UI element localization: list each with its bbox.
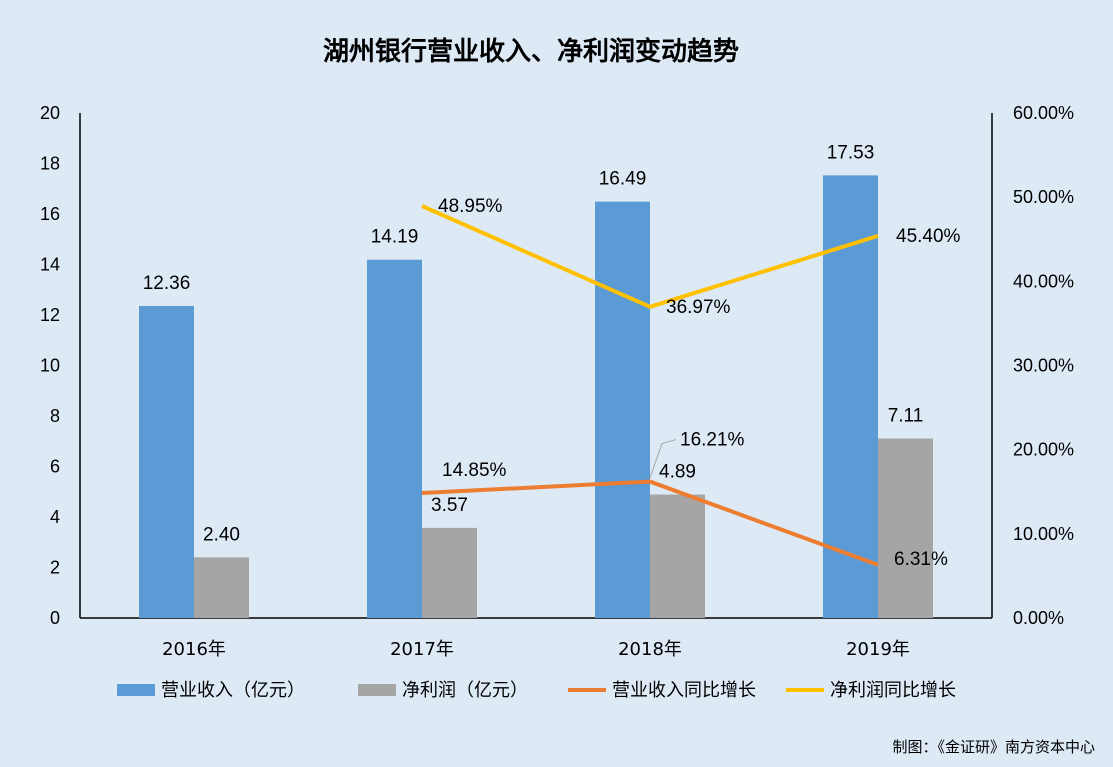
left-tick-label: 20 <box>40 103 60 123</box>
bar-data-label: 2.40 <box>203 524 240 545</box>
category-label: 2018年 <box>618 639 682 660</box>
left-tick-label: 8 <box>50 406 60 426</box>
bar <box>878 438 933 618</box>
chart-title: 湖州银行营业收入、净利润变动趋势 <box>323 36 739 67</box>
leader-line <box>649 439 677 478</box>
right-tick-label: 0.00% <box>1013 608 1064 628</box>
legend: 营业收入（亿元） 净利润（亿元） 营业收入同比增长 净利润同比增长 <box>117 680 956 701</box>
legend-label: 营业收入同比增长 <box>612 680 756 701</box>
axes: 0 2 4 6 8 10 12 14 16 18 20 0.00% 10.00% 20.00% 30.00%… <box>40 103 1074 660</box>
line-data-label: 16.21% <box>680 430 745 451</box>
right-tick-label: 60.00% <box>1013 103 1074 123</box>
legend-label: 营业收入（亿元） <box>161 680 305 701</box>
category-label: 2019年 <box>846 639 910 660</box>
bar <box>139 305 194 618</box>
category-label: 2017年 <box>390 639 454 660</box>
bar <box>367 259 422 618</box>
bar-data-label: 3.57 <box>431 495 468 516</box>
bar-data-label: 4.89 <box>659 462 696 483</box>
legend-label: 净利润（亿元） <box>402 680 528 701</box>
legend-swatch <box>358 684 396 696</box>
series-line <box>421 204 879 309</box>
right-tick-label: 30.00% <box>1013 356 1074 376</box>
bar <box>422 527 477 618</box>
line-data-label: 36.97% <box>666 297 731 318</box>
right-tick-label: 20.00% <box>1013 440 1074 460</box>
bar-data-label: 16.49 <box>599 169 647 190</box>
bar-data-label: 14.19 <box>371 227 419 248</box>
line-data-label: 6.31% <box>894 549 948 570</box>
bar-data-label: 17.53 <box>827 142 875 163</box>
line-data-label: 14.85% <box>442 460 507 481</box>
bar <box>823 175 878 618</box>
left-tick-label: 14 <box>40 255 60 275</box>
right-tick-label: 50.00% <box>1013 187 1074 207</box>
category-label: 2016年 <box>162 639 226 660</box>
source-credit: 制图：《金证研》南方资本中心 <box>892 738 1095 756</box>
data-labels: 12.36 14.19 16.49 17.53 2.40 3.57 4.89 7.11 14.8… <box>143 142 961 570</box>
left-tick-label: 18 <box>40 154 60 174</box>
bar <box>595 201 650 618</box>
bar-data-label: 7.11 <box>888 405 924 426</box>
line-data-label: 45.40% <box>896 226 961 247</box>
left-tick-label: 12 <box>40 305 60 325</box>
bar-data-label: 12.36 <box>143 273 191 294</box>
left-tick-label: 4 <box>50 507 60 527</box>
right-tick-label: 10.00% <box>1013 524 1074 544</box>
legend-swatch <box>117 684 155 696</box>
line-data-label: 48.95% <box>438 196 503 217</box>
left-tick-label: 16 <box>40 204 60 224</box>
lines <box>421 204 879 567</box>
bar <box>194 557 249 618</box>
left-tick-label: 0 <box>50 608 60 628</box>
bars <box>139 175 933 618</box>
bar <box>650 494 705 618</box>
left-tick-label: 6 <box>50 457 60 477</box>
left-tick-label: 2 <box>50 558 60 578</box>
series-line <box>421 479 879 567</box>
legend-label: 净利润同比增长 <box>830 680 956 701</box>
right-tick-label: 40.00% <box>1013 271 1074 291</box>
left-tick-label: 10 <box>40 356 60 376</box>
